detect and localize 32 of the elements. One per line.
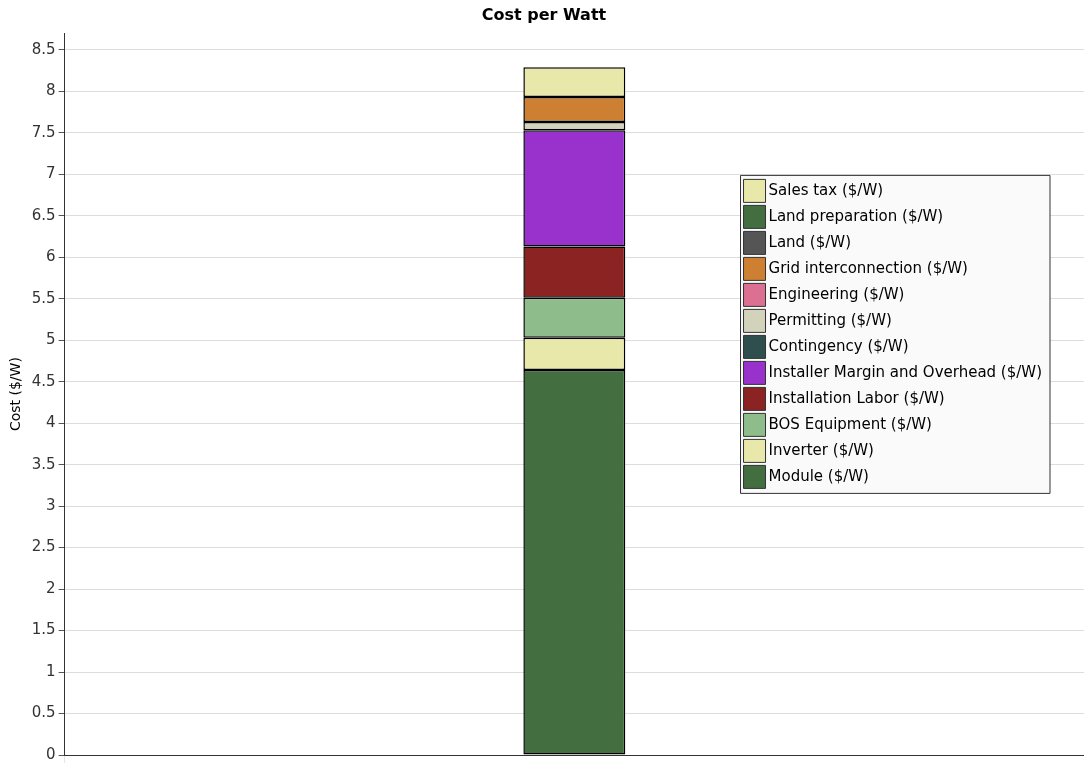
- legend-label: Installer Margin and Overhead ($/W): [768, 363, 1043, 382]
- y-tick-label: 2.5: [31, 537, 56, 556]
- legend-label: Engineering ($/W): [768, 285, 905, 304]
- legend-label: Inverter ($/W): [768, 441, 874, 460]
- y-tick-label: 6: [46, 247, 56, 266]
- y-tick-label: 1: [46, 661, 56, 680]
- legend-label: Module ($/W): [768, 467, 869, 486]
- legend-label: BOS Equipment ($/W): [768, 415, 932, 434]
- y-tick-label: 2: [46, 578, 56, 597]
- y-tick-label: 1.5: [31, 620, 56, 639]
- legend-label: Contingency ($/W): [768, 337, 909, 356]
- y-tick-label: 5.5: [31, 288, 56, 307]
- y-tick-label: 3: [46, 495, 56, 514]
- y-tick-label: 7.5: [31, 122, 56, 141]
- y-tick-label: 0: [46, 744, 56, 763]
- y-tick-label: 4: [46, 413, 56, 432]
- y-tick-label: 6.5: [31, 205, 56, 224]
- y-axis-title: Cost ($/W): [7, 357, 24, 432]
- legend-label: Land preparation ($/W): [768, 207, 944, 226]
- y-tick-label: 8: [46, 81, 56, 100]
- legend-label: Sales tax ($/W): [768, 181, 884, 200]
- y-tick-label: 3.5: [31, 454, 56, 473]
- y-tick-label: 4.5: [31, 371, 56, 390]
- legend-label: Permitting ($/W): [768, 311, 892, 330]
- y-tick-label: 5: [46, 330, 56, 349]
- y-tick-label: 8.5: [31, 39, 56, 58]
- y-tick-label: 0.5: [31, 703, 56, 722]
- chart-title: Cost per Watt: [481, 4, 607, 24]
- legend-label: Grid interconnection ($/W): [768, 259, 968, 278]
- legend-label: Land ($/W): [768, 233, 852, 252]
- y-tick-label: 7: [46, 164, 56, 183]
- legend-label: Installation Labor ($/W): [768, 389, 945, 408]
